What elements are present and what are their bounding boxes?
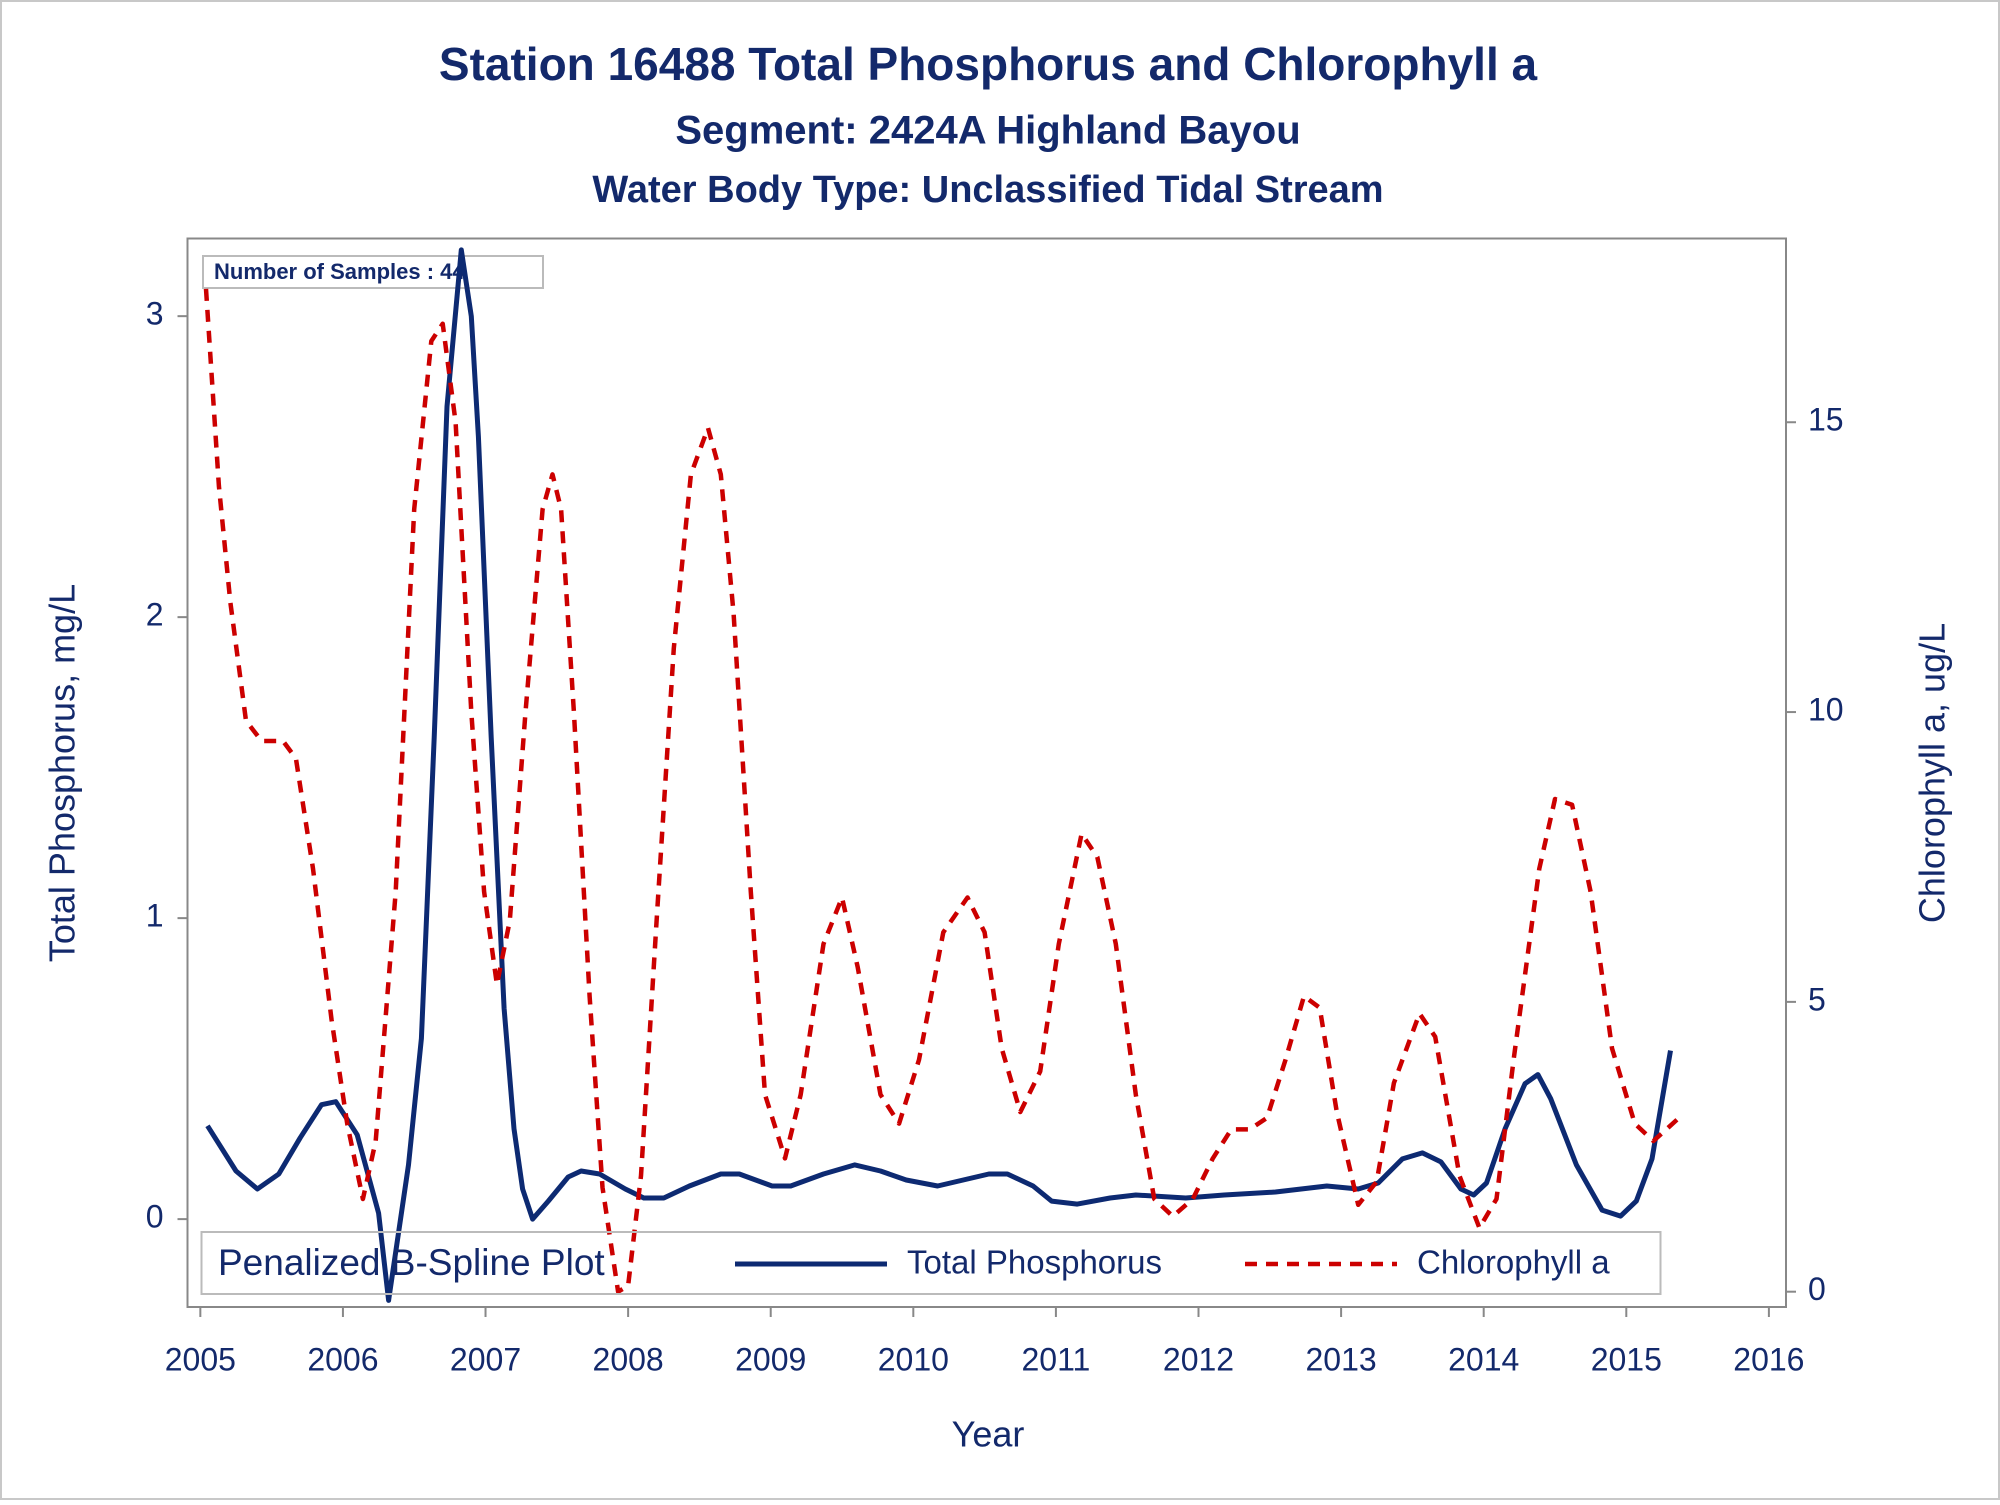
plot-area — [186, 237, 1787, 1308]
x-tick-label: 2006 — [307, 1341, 378, 1377]
x-tick-label: 2016 — [1733, 1341, 1804, 1377]
x-tick-label: 2012 — [1163, 1341, 1234, 1377]
x-tick-label: 2010 — [878, 1341, 949, 1377]
series-line — [205, 247, 1673, 1303]
y2-tick-label: 5 — [1808, 981, 1826, 1017]
chart-subtitle: Segment: 2424A Highland Bayou — [675, 109, 1300, 153]
chart-title: Station 16488 Total Phosphorus and Chlor… — [439, 38, 1538, 90]
y-axis-label: Total Phosphorus, mg/L — [42, 584, 83, 962]
x-tick-label: 2009 — [735, 1341, 806, 1377]
annotation-box — [202, 255, 544, 289]
x-tick-label: 2015 — [1591, 1341, 1662, 1377]
y2-tick-label: 10 — [1808, 692, 1844, 728]
legend-label: Chlorophyll a — [1417, 1244, 1610, 1281]
x-axis-label: Year — [952, 1414, 1025, 1455]
annotation: Number of Samples : 44 — [214, 259, 465, 284]
x-tick-label: 2005 — [165, 1341, 236, 1377]
y-tick-label: 1 — [146, 898, 164, 934]
y2-axis-label: Chlorophyll a, ug/L — [1912, 623, 1953, 923]
legend-box — [200, 1231, 1662, 1295]
y2-tick-label: 0 — [1808, 1271, 1826, 1307]
x-tick-label: 2011 — [1022, 1341, 1091, 1377]
legend-title: Penalized B-Spline Plot — [218, 1242, 605, 1283]
y-tick-label: 3 — [146, 296, 164, 332]
chart-subtitle: Water Body Type: Unclassified Tidal Stre… — [592, 169, 1383, 211]
x-tick-label: 2007 — [450, 1341, 521, 1377]
y-tick-label: 0 — [146, 1199, 164, 1235]
legend-label: Total Phosphorus — [907, 1244, 1162, 1281]
y2-tick-label: 15 — [1808, 402, 1844, 438]
y-tick-label: 2 — [146, 597, 164, 633]
x-tick-label: 2014 — [1448, 1341, 1519, 1377]
x-tick-label: 2013 — [1306, 1341, 1377, 1377]
series-line — [203, 288, 1681, 1294]
x-tick-label: 2008 — [593, 1341, 664, 1377]
